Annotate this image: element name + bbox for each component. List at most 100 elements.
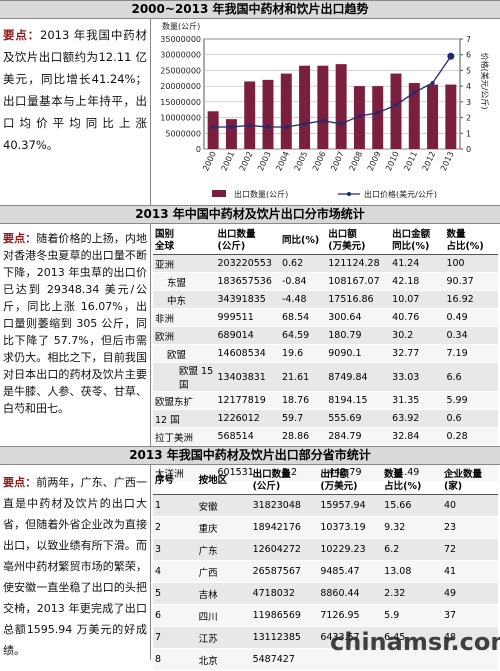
- cell: 41: [441, 560, 498, 583]
- cell: 34391835: [215, 290, 280, 309]
- cell: 41.24: [390, 254, 445, 273]
- table-row: 非洲 999511 68.54 300.64 40.76 0.49: [153, 308, 498, 327]
- header-text: (万美元): [320, 481, 358, 492]
- separator: [150, 224, 151, 446]
- section-title: 2013 年中国中药材及饮片出口分市场统计: [0, 205, 500, 224]
- cell: 东盟: [153, 272, 216, 291]
- x-tick-label: 2007: [329, 150, 346, 172]
- table-row: 亚洲 203220553 0.62 121124.28 41.24 100: [153, 254, 498, 273]
- header-text: 占比(%): [384, 481, 422, 492]
- note-label: 要点：: [3, 28, 41, 42]
- cell: 15.66: [382, 494, 442, 517]
- cell: 0.6: [444, 409, 498, 428]
- x-tick-label: 2012: [421, 150, 438, 172]
- bar: [335, 64, 347, 149]
- table-row: 7 江苏 13112385 6433.57 6.45 48: [153, 626, 498, 649]
- cell: 9485.47: [318, 560, 383, 583]
- cell: 重庆: [196, 516, 251, 539]
- cell: 四川: [196, 604, 251, 627]
- cell: 6433.57: [318, 626, 383, 649]
- cell: 8194.15: [326, 391, 391, 410]
- header-text: 出口数量: [252, 469, 291, 480]
- cell: 13403831: [215, 362, 280, 392]
- price-point: [302, 121, 307, 126]
- cell: 0.34: [444, 326, 498, 345]
- section-title: 2013 年我国中药材及饮片出口部分省市统计: [0, 446, 500, 465]
- price-line: [213, 55, 452, 128]
- cell: 59.7: [279, 409, 327, 428]
- cell: 13112385: [250, 626, 319, 649]
- cell: 40.76: [390, 308, 445, 327]
- market-table: 国别 全球 出口数量 (公斤) 同比(%) 出口额 (万美元) 出口金额 同比(%) 数量 占比(%…: [153, 228, 498, 482]
- legend-label: 出口数量(公斤): [234, 189, 288, 199]
- header-text: 出口额: [320, 469, 349, 480]
- cell: 0.62: [279, 254, 327, 273]
- header-text: 数量: [384, 469, 404, 480]
- table-row: 欧盟东扩 12177819 18.76 8194.15 31.35 5.99: [153, 391, 498, 410]
- header-cell: 序号: [153, 468, 197, 495]
- cell: 5.99: [444, 391, 498, 410]
- cell: 非洲: [153, 308, 216, 327]
- cell: 6.6: [444, 362, 498, 392]
- cell: 9090.1: [326, 344, 391, 363]
- table-row: 拉丁美洲 568514 28.86 284.79 32.84 0.28: [153, 427, 498, 446]
- cell: 18942176: [250, 516, 319, 539]
- table-row: 东盟 183657536 -0.84 108167.07 42.18 90.37: [153, 272, 498, 291]
- bar: [262, 79, 274, 149]
- cell: 8749.84: [326, 362, 391, 392]
- header-text: (万美元): [328, 241, 366, 252]
- cell: 9.32: [382, 516, 442, 539]
- table-row: 6 四川 11986569 7126.95 5.9 37: [153, 604, 498, 627]
- cell: 亚洲: [153, 254, 216, 273]
- cell: 10373.19: [318, 516, 383, 539]
- cell: 999511: [215, 308, 280, 327]
- cell: 10.07: [390, 290, 445, 309]
- header-text: 全球: [155, 241, 175, 252]
- note-label: 要点：: [3, 232, 37, 245]
- cell: 5.9: [382, 604, 442, 627]
- note-text: 随着价格的上扬，内地对香港冬虫夏草的出口量不断下降，2013 年虫草的出口价已达…: [3, 232, 147, 415]
- x-tick-label: 2005: [293, 150, 310, 172]
- cell: 1: [153, 494, 197, 517]
- cell: 26587567: [250, 560, 319, 583]
- y2-tick-label: 5: [466, 66, 471, 75]
- separator: [150, 19, 151, 205]
- header-text: (公斤): [217, 241, 246, 252]
- cell: 7126.95: [318, 604, 383, 627]
- cell: 300.64: [326, 308, 391, 327]
- y-tick-label: 25000000: [160, 66, 201, 75]
- cell: 2.32: [382, 582, 442, 605]
- price-point: [357, 114, 362, 118]
- cell: 欧盟 15 国: [153, 362, 216, 392]
- y2-tick-label: 4: [466, 82, 471, 91]
- header-text: 序号: [155, 475, 175, 486]
- header-cell: 出口数量 (公斤): [215, 228, 280, 255]
- table-row: 3 广东 12604272 10229.23 6.2 72: [153, 538, 498, 561]
- cell: -4.48: [279, 290, 327, 309]
- cell: 19.6: [279, 344, 327, 363]
- x-tick-label: 2001: [219, 150, 236, 172]
- table-row: 12 国 1226012 59.7 555.69 63.92 0.6: [153, 409, 498, 428]
- note-text: 前两年，广东、广西一直是中药材及饮片的出口大省，但随着外省企业改为直接出口，以致…: [3, 476, 147, 657]
- cell: 欧盟东扩: [153, 391, 216, 410]
- table-row: 欧盟 14608534 19.6 9090.1 32.77 7.19: [153, 344, 498, 363]
- y-tick-label: 30000000: [160, 51, 201, 60]
- x-tick-label: 2011: [402, 150, 419, 172]
- price-point: [229, 125, 234, 129]
- cell: 江苏: [196, 626, 251, 649]
- cell: 12177819: [215, 391, 280, 410]
- cell: 欧盟: [153, 344, 216, 363]
- cell: 555.69: [326, 409, 391, 428]
- cell: 1226012: [215, 409, 280, 428]
- cell: 48: [441, 626, 498, 649]
- chart: 数量(公斤) 价格(美元/公斤) 0 5000000 10000000 1500000…: [160, 21, 490, 199]
- price-point: [447, 52, 455, 60]
- cell: 180.79: [326, 326, 391, 345]
- bar: [427, 84, 439, 149]
- header-row: 序号 按地区 出口数量 (公斤) 出口额 (万美元) 数量 占比(%) 企业数量 (家): [153, 468, 498, 495]
- table-row: 欧洲 689014 64.59 180.79 30.2 0.34: [153, 326, 498, 345]
- cell: 108167.07: [326, 272, 391, 291]
- cell: 42.18: [390, 272, 445, 291]
- bar: [244, 81, 256, 149]
- cell: 284.79: [326, 427, 391, 446]
